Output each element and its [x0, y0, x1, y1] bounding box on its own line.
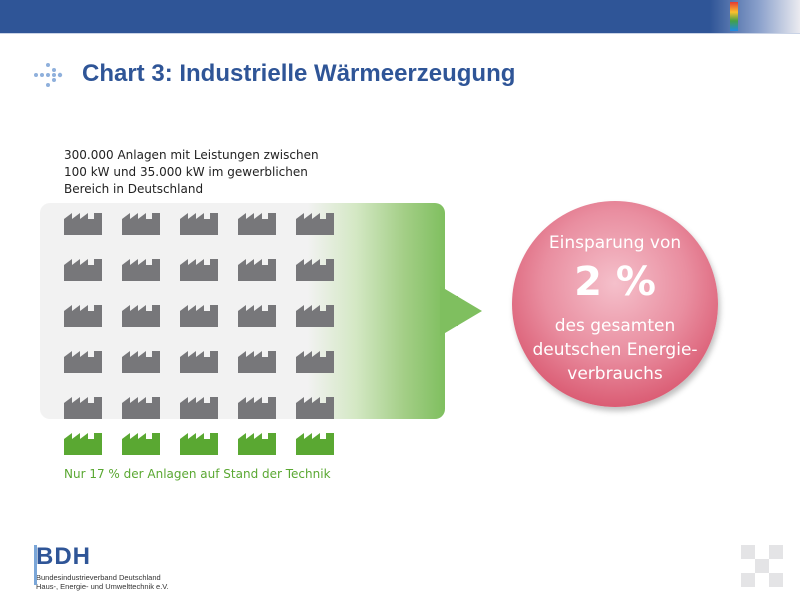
- factory-icon: [238, 213, 276, 235]
- factory-icon: [180, 305, 218, 327]
- factory-icon: [122, 433, 160, 455]
- factory-icon: [180, 433, 218, 455]
- savings-caption-line: des gesamten: [554, 316, 676, 336]
- bdh-logo: BDH Bundesindustrieverband Deutschland H…: [34, 543, 169, 591]
- color-stripe-decoration: [730, 2, 738, 31]
- savings-circle: Einsparung von 2 % des gesamten deutsche…: [512, 201, 718, 407]
- grid-description: 300.000 Anlagen mit Leistungen zwischen …: [64, 147, 364, 198]
- top-header-bar: [0, 0, 800, 33]
- factory-icon: [122, 213, 160, 235]
- factory-icon: [238, 305, 276, 327]
- checker-decoration: [741, 545, 783, 587]
- factory-icon: [64, 259, 102, 281]
- factory-icon: [122, 259, 160, 281]
- factory-icon: [64, 433, 102, 455]
- factory-icon: [122, 305, 160, 327]
- factory-icon: [296, 351, 334, 373]
- savings-caption-line: deutschen Energie-: [532, 340, 698, 360]
- description-line: Bereich in Deutschland: [64, 182, 204, 196]
- header-gradient: [710, 0, 800, 33]
- factory-icon: [296, 213, 334, 235]
- factory-icon: [296, 433, 334, 455]
- logo-subtitle: Bundesindustrieverband Deutschland Haus-…: [36, 573, 169, 591]
- logo-subtitle-line: Bundesindustrieverband Deutschland: [36, 573, 161, 582]
- description-line: 100 kW und 35.000 kW im gewerblichen: [64, 165, 308, 179]
- factory-icon: [238, 351, 276, 373]
- factory-icon: [180, 213, 218, 235]
- factory-icon: [238, 259, 276, 281]
- factory-icon: [180, 397, 218, 419]
- factory-icon: [180, 351, 218, 373]
- logo-name: BDH: [36, 543, 91, 570]
- factory-icon: [238, 397, 276, 419]
- factory-icon: [296, 397, 334, 419]
- grid-note: Nur 17 % der Anlagen auf Stand der Techn…: [64, 467, 331, 481]
- savings-value: 2 %: [574, 259, 656, 305]
- factory-icon: [64, 213, 102, 235]
- factory-icon: [180, 259, 218, 281]
- savings-caption-line: verbrauchs: [567, 364, 663, 384]
- factory-icon: [64, 397, 102, 419]
- dotted-arrow-icon: [34, 63, 63, 87]
- header-rule: [0, 33, 800, 34]
- factory-icon: [238, 433, 276, 455]
- factory-icon: [296, 259, 334, 281]
- factory-icon: [64, 351, 102, 373]
- factory-icon: [122, 351, 160, 373]
- logo-subtitle-line: Haus-, Energie- und Umwelttechnik e.V.: [36, 582, 169, 591]
- arrow-right-icon: [440, 286, 482, 336]
- savings-caption: des gesamten deutschen Energie- verbrauc…: [512, 314, 718, 386]
- savings-label: Einsparung von: [548, 233, 682, 253]
- factory-icon: [296, 305, 334, 327]
- logo-bar: [34, 545, 37, 585]
- factory-icon: [64, 305, 102, 327]
- factory-icon: [122, 397, 160, 419]
- slide-title: Chart 3: Industrielle Wärmeerzeugung: [82, 60, 516, 87]
- description-line: 300.000 Anlagen mit Leistungen zwischen: [64, 148, 319, 162]
